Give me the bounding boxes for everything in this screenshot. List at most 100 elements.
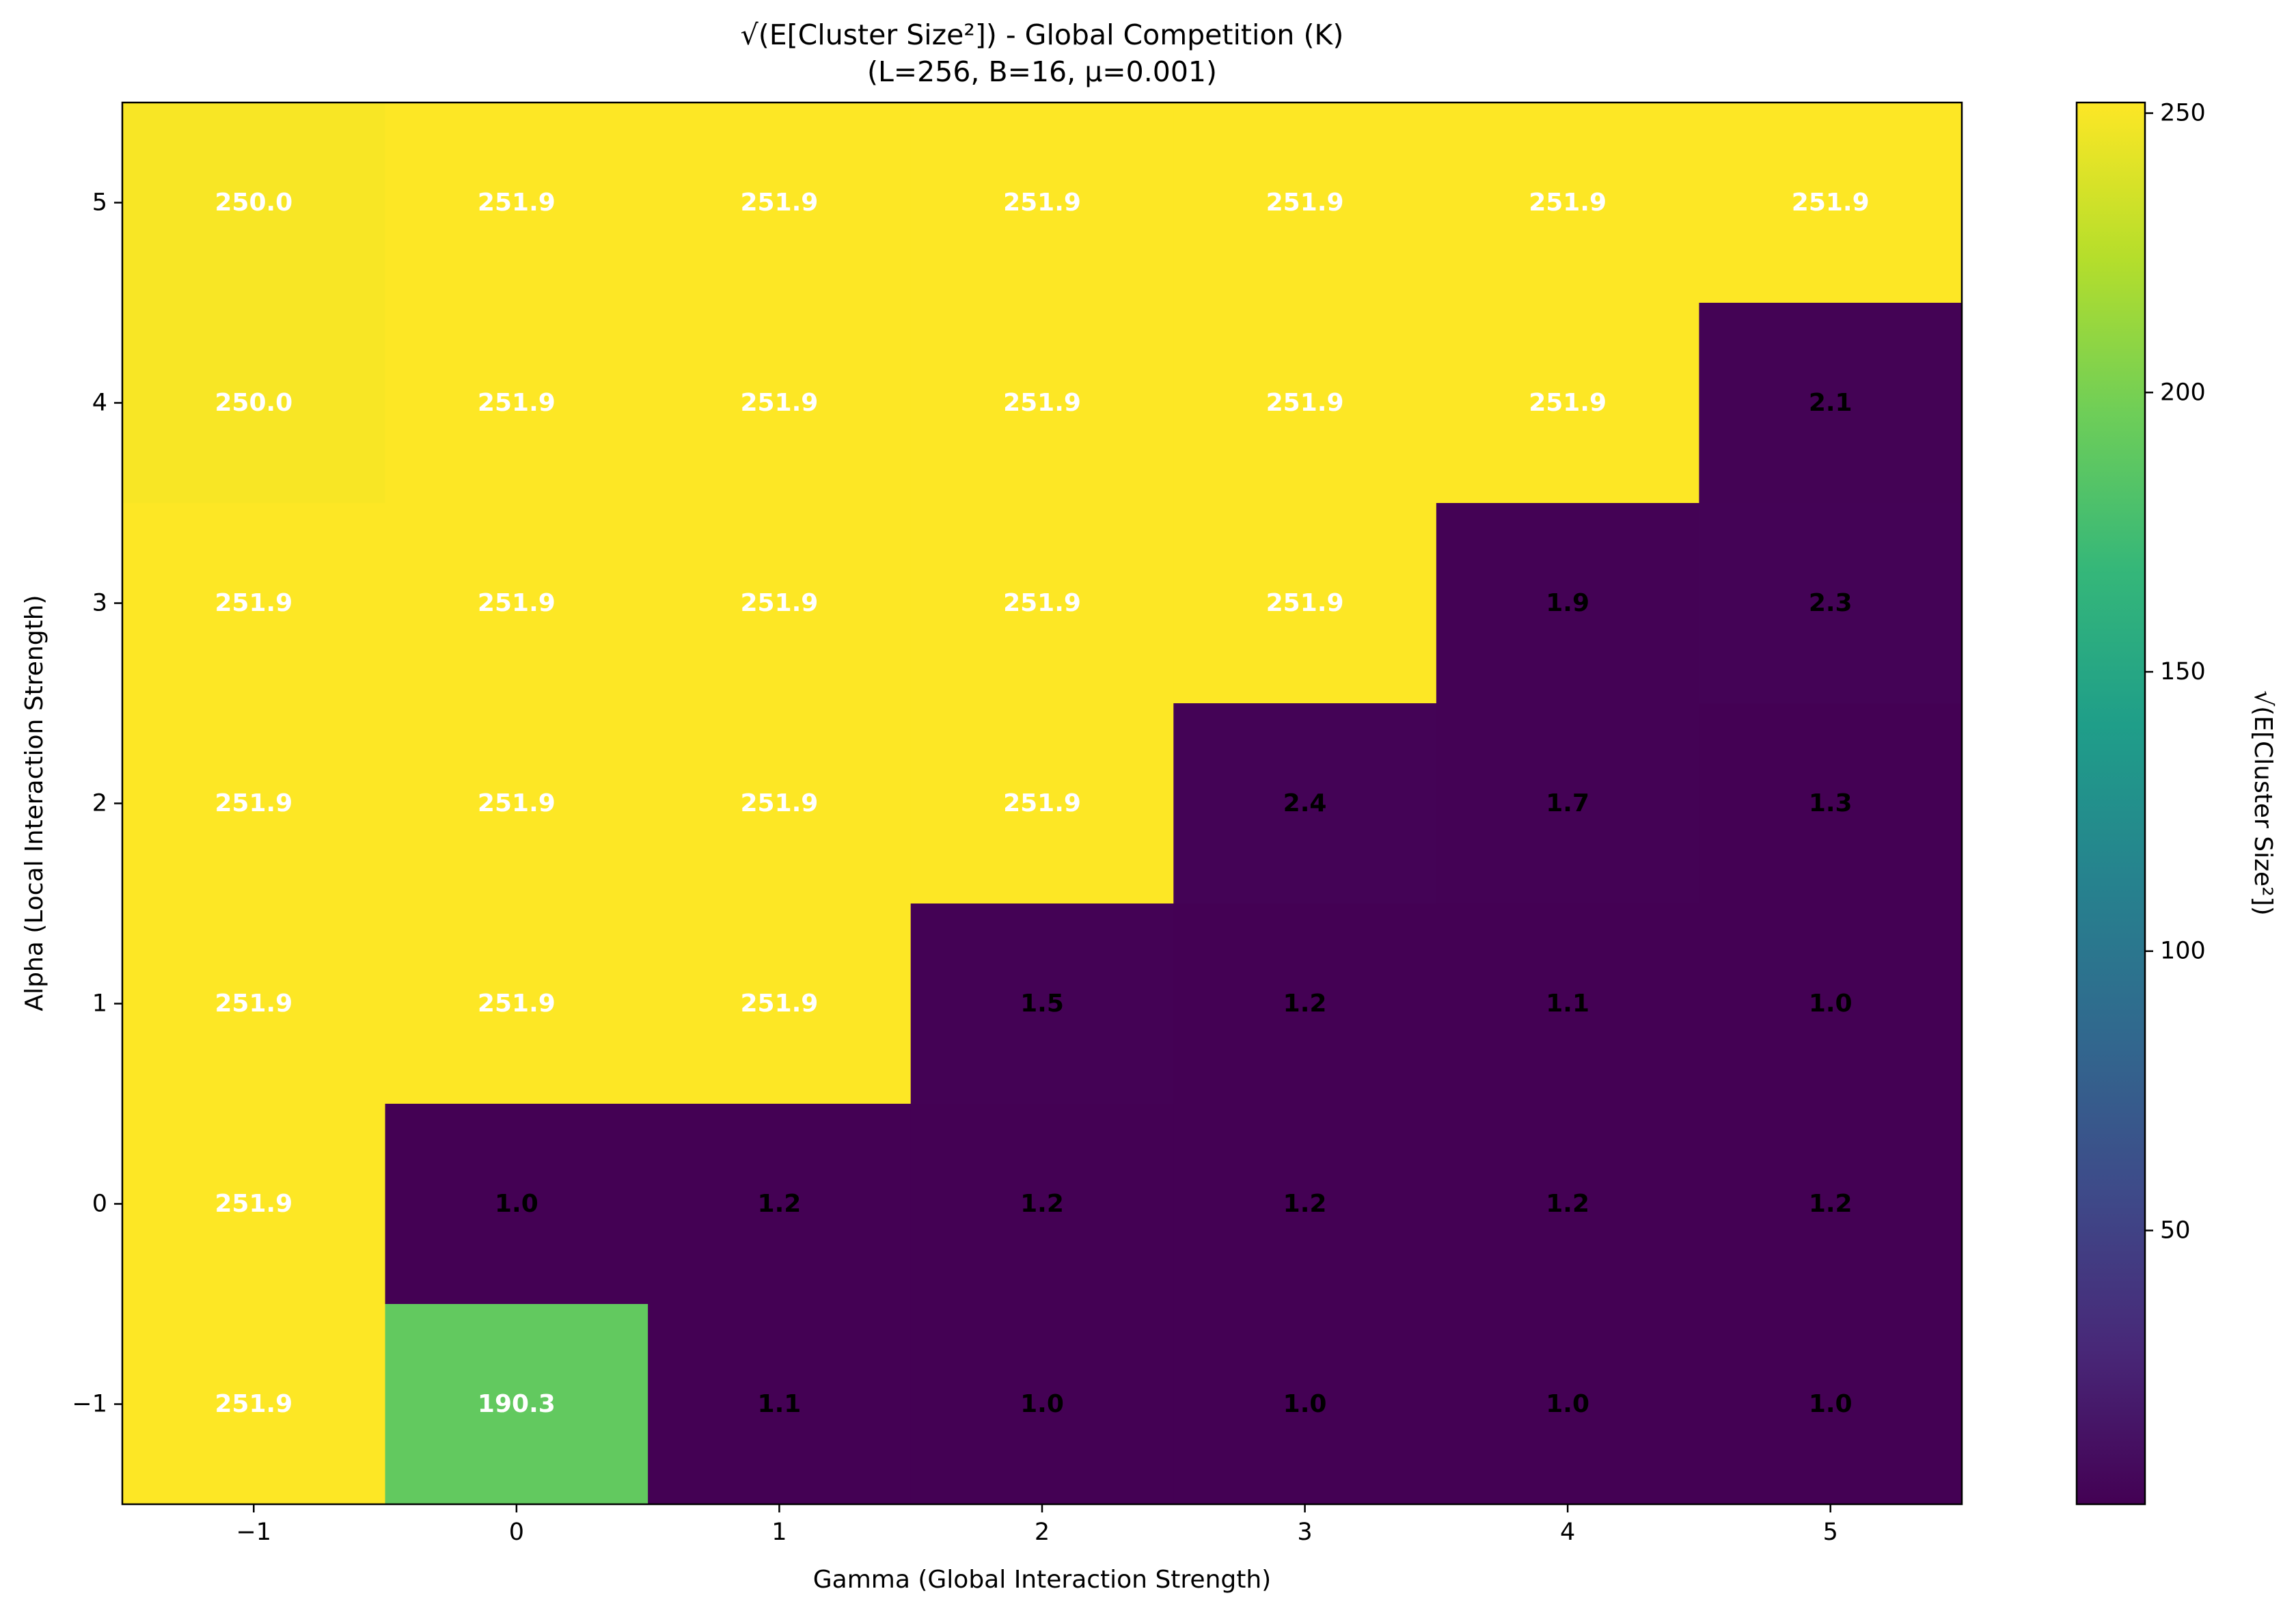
cell-value-label: 1.5 bbox=[1020, 990, 1064, 1018]
heatmap-cell bbox=[1173, 1104, 1437, 1305]
heatmap-cell bbox=[910, 503, 1174, 704]
colorbar-ticks: 50 100 150 200 250 bbox=[2145, 100, 2206, 1244]
cell-value-label: 251.9 bbox=[215, 589, 292, 617]
heatmap-cell bbox=[385, 903, 648, 1104]
cell-value-label: 251.9 bbox=[215, 990, 292, 1018]
heatmap-cell bbox=[1436, 703, 1700, 904]
cell-value-label: 251.9 bbox=[478, 789, 556, 817]
y-tick-label: 1 bbox=[92, 990, 107, 1018]
y-tick-label: 5 bbox=[92, 189, 107, 217]
cell-value-label: 251.9 bbox=[478, 589, 556, 617]
cell-value-label: 1.0 bbox=[1546, 1390, 1589, 1418]
colorbar bbox=[2075, 101, 2146, 1506]
heatmap-cell bbox=[122, 703, 386, 904]
cell-value-label: 1.0 bbox=[495, 1190, 538, 1218]
cell-value-label: 251.9 bbox=[740, 389, 818, 417]
heatmap-cell bbox=[385, 1304, 648, 1505]
heatmap-cell bbox=[122, 503, 386, 704]
cell-value-label: 2.1 bbox=[1809, 389, 1853, 417]
cell-value-label: 1.2 bbox=[1283, 990, 1327, 1018]
heatmap-cell bbox=[1699, 503, 1963, 704]
heatmap-cell bbox=[385, 503, 648, 704]
cell-value-label: 251.9 bbox=[1792, 189, 1870, 217]
heatmap-cell bbox=[385, 103, 648, 303]
x-tick-label: 0 bbox=[509, 1519, 524, 1546]
x-axis-ticks: −1 0 1 2 3 4 5 bbox=[236, 1504, 1838, 1546]
heatmap-cell bbox=[1436, 1104, 1700, 1305]
cell-value-label: 251.9 bbox=[478, 389, 556, 417]
x-tick-label: 5 bbox=[1823, 1519, 1838, 1546]
y-tick-label: 3 bbox=[92, 590, 107, 617]
cell-value-label: 1.2 bbox=[1020, 1190, 1064, 1218]
x-tick-label: 2 bbox=[1035, 1519, 1050, 1546]
heatmap-cell bbox=[1173, 903, 1437, 1104]
heatmap-cell bbox=[1699, 303, 1963, 504]
heatmap-cell bbox=[1699, 103, 1963, 303]
heatmap-cell bbox=[648, 703, 912, 904]
cell-value-label: 251.9 bbox=[215, 1190, 292, 1218]
colorbar-tick-label: 50 bbox=[2160, 1217, 2191, 1244]
cell-value-label: 251.9 bbox=[1003, 189, 1081, 217]
cell-value-label: 251.9 bbox=[740, 589, 818, 617]
heatmap-cell bbox=[1173, 1304, 1437, 1505]
heatmap-cell bbox=[122, 103, 386, 303]
y-tick-label: 4 bbox=[92, 390, 107, 417]
cell-value-label: 1.1 bbox=[1546, 990, 1589, 1018]
colorbar-tick-label: 150 bbox=[2160, 658, 2206, 685]
cell-value-label: 251.9 bbox=[740, 189, 818, 217]
heatmap-cell bbox=[1436, 103, 1700, 303]
x-tick-label: −1 bbox=[236, 1519, 271, 1546]
heatmap-cell bbox=[1699, 1104, 1963, 1305]
heatmap-cell bbox=[122, 903, 386, 1104]
cell-value-label: 251.9 bbox=[740, 789, 818, 817]
cell-value-label: 251.9 bbox=[478, 990, 556, 1018]
cell-value-label: 1.2 bbox=[1283, 1190, 1327, 1218]
chart-title: √(E[Cluster Size²]) - Global Competition… bbox=[741, 18, 1344, 51]
colorbar-tick-label: 100 bbox=[2160, 938, 2206, 965]
heatmap-cell bbox=[1699, 1304, 1963, 1505]
cell-value-label: 251.9 bbox=[215, 1390, 292, 1418]
cell-value-label: 1.1 bbox=[758, 1390, 802, 1418]
cell-value-label: 190.3 bbox=[478, 1390, 556, 1418]
heatmap-cell bbox=[1173, 703, 1437, 904]
heatmap-cell bbox=[385, 303, 648, 504]
colorbar-label: √(E[Cluster Size²]) bbox=[2249, 690, 2277, 915]
heatmap-cell bbox=[910, 903, 1174, 1104]
y-tick-label: 0 bbox=[92, 1191, 107, 1218]
heatmap-cell bbox=[648, 103, 912, 303]
y-axis-ticks: 5 4 3 2 1 0 −1 bbox=[72, 189, 122, 1418]
cell-value-label: 251.9 bbox=[740, 990, 818, 1018]
colorbar-tick-label: 200 bbox=[2160, 379, 2206, 406]
heatmap-cell bbox=[1436, 1304, 1700, 1505]
heatmap-cell bbox=[910, 703, 1174, 904]
heatmap-cell bbox=[910, 103, 1174, 303]
heatmap-cell bbox=[910, 303, 1174, 504]
cell-value-label: 251.9 bbox=[1003, 789, 1081, 817]
cell-value-label: 251.9 bbox=[215, 789, 292, 817]
heatmap-cell bbox=[1173, 303, 1437, 504]
cell-value-label: 2.3 bbox=[1809, 589, 1853, 617]
heatmap-cell bbox=[1436, 303, 1700, 504]
cell-value-label: 251.9 bbox=[1266, 189, 1344, 217]
cell-value-label: 251.9 bbox=[1529, 189, 1607, 217]
cell-value-label: 1.2 bbox=[1546, 1190, 1589, 1218]
x-tick-label: 3 bbox=[1297, 1519, 1312, 1546]
heatmap-cell bbox=[1699, 903, 1963, 1104]
cell-value-label: 1.0 bbox=[1283, 1390, 1327, 1418]
cell-value-label: 251.9 bbox=[1003, 389, 1081, 417]
cell-value-label: 1.7 bbox=[1546, 789, 1589, 817]
heatmap-cell bbox=[1436, 503, 1700, 704]
heatmap-cell bbox=[648, 1304, 912, 1505]
heatmap-cell bbox=[385, 1104, 648, 1305]
cell-value-label: 251.9 bbox=[1003, 589, 1081, 617]
heatmap-cell bbox=[122, 1304, 386, 1505]
heatmap-cell bbox=[122, 1104, 386, 1305]
y-axis-label: Alpha (Local Interaction Strength) bbox=[20, 595, 49, 1011]
x-tick-label: 4 bbox=[1560, 1519, 1575, 1546]
heatmap-cell bbox=[122, 303, 386, 504]
chart-subtitle: (L=256, B=16, μ=0.001) bbox=[867, 55, 1217, 88]
cell-value-label: 250.0 bbox=[215, 389, 292, 417]
heatmap-cell bbox=[1699, 703, 1963, 904]
